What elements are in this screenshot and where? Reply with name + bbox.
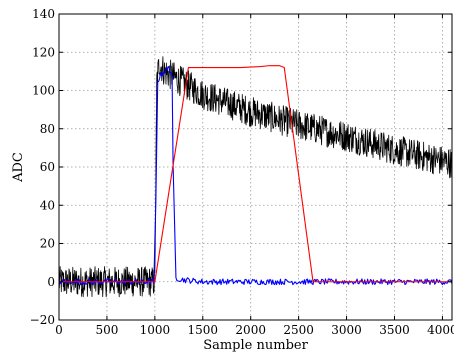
series-line-0 xyxy=(59,56,452,298)
series-line-2 xyxy=(59,65,452,283)
x-tick-label-5: 2500 xyxy=(283,323,314,337)
y-tick-label-6: 100 xyxy=(32,84,55,98)
series-line-1 xyxy=(59,65,452,286)
y-tick-label-8: 140 xyxy=(32,7,55,21)
y-tick-label-0: −20 xyxy=(30,313,55,327)
x-tick-label-2: 1000 xyxy=(140,323,171,337)
x-tick-label-0: 0 xyxy=(55,323,63,337)
y-tick-label-7: 120 xyxy=(32,45,55,59)
y-tick-label-4: 60 xyxy=(40,160,55,174)
x-tick-label-7: 3500 xyxy=(379,323,410,337)
x-tick-label-3: 1500 xyxy=(188,323,219,337)
y-tick-label-1: 0 xyxy=(47,275,55,289)
y-tick-label-3: 40 xyxy=(40,198,55,212)
x-tick-label-1: 500 xyxy=(95,323,118,337)
y-tick-label-2: 20 xyxy=(40,237,55,251)
plot-area xyxy=(59,56,452,298)
x-tick-label-8: 4000 xyxy=(427,323,454,337)
x-tick-label-6: 3000 xyxy=(331,323,362,337)
y-tick-label-5: 80 xyxy=(40,122,55,136)
x-tick-label-4: 2000 xyxy=(235,323,266,337)
y-axis-title: ADC xyxy=(11,152,26,183)
x-axis-title: Sample number xyxy=(203,338,308,353)
